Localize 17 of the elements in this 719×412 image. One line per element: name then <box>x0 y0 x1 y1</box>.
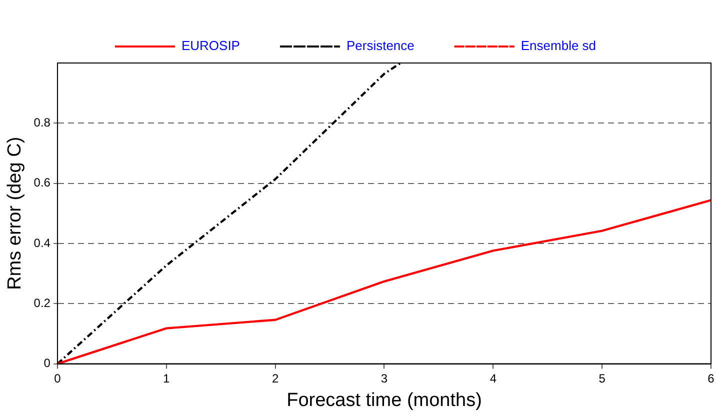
x-axis-title: Forecast time (months) <box>286 390 482 411</box>
y-tick-label: 0.4 <box>34 236 51 250</box>
y-tick-label: 0.6 <box>34 176 51 190</box>
x-tick-label: 6 <box>708 371 715 386</box>
y-tick-label: 0 <box>44 356 51 370</box>
x-tick-label: 3 <box>380 371 388 386</box>
legend-label: EUROSIP <box>181 38 240 54</box>
x-tick-label: 2 <box>272 371 279 386</box>
legend-label: Ensemble sd <box>520 38 596 54</box>
y-tick-label: 0.2 <box>34 296 51 310</box>
x-tick-label: 4 <box>490 371 497 386</box>
y-axis-title: Rms error (deg C) <box>4 136 26 290</box>
x-tick-label: 0 <box>54 371 62 386</box>
legend-label: Persistence <box>346 38 414 54</box>
x-tick-label: 5 <box>598 371 606 386</box>
y-tick-label: 0.8 <box>34 115 51 130</box>
x-tick-label: 1 <box>163 371 170 386</box>
